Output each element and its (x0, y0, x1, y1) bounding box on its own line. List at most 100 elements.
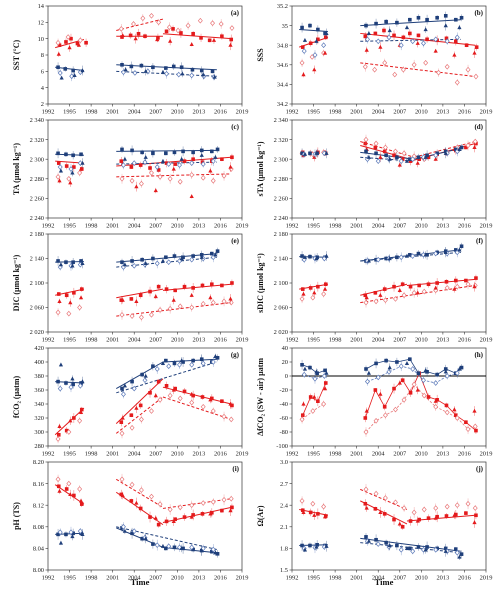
data-point-red-square (373, 145, 378, 150)
data-point-blue-square (416, 545, 421, 549)
data-point-blue-diamond-open (410, 156, 416, 163)
data-point-blue-square (140, 536, 144, 541)
data-point-red-triangle (301, 510, 306, 514)
data-point-blue-square (300, 151, 304, 156)
data-point-red-diamond-open (444, 63, 450, 70)
x-tick-label: 1998 (85, 575, 98, 582)
data-point-blue-square (64, 152, 68, 157)
data-point-blue-square (408, 157, 412, 161)
x-tick-label: 1998 (329, 223, 342, 230)
data-point-blue-triangle (70, 263, 75, 268)
data-point-red-diamond-open (140, 15, 146, 22)
data-point-blue-triangle (199, 548, 204, 553)
data-point-red-square (464, 420, 468, 424)
data-point-red-diamond-open (177, 303, 183, 310)
data-point-blue-triangle (387, 156, 392, 161)
data-point-blue-diamond-open (77, 382, 83, 389)
data-point-red-diamond-open (149, 12, 154, 19)
x-tick-label: 1998 (329, 109, 342, 116)
panel-label: (b) (474, 9, 483, 17)
y-tick-label: 0 (285, 373, 288, 380)
data-point-red-triangle (433, 285, 438, 290)
data-point-red-square (210, 510, 214, 515)
data-point-red-diamond-open (421, 506, 427, 513)
data-point-blue-diamond-open (398, 254, 404, 261)
y-axis-label: sTA (µmol kg⁻¹) (256, 141, 265, 196)
trend-line-red (116, 478, 164, 508)
x-tick-label: 2010 (171, 575, 184, 582)
data-point-blue-triangle (160, 158, 166, 163)
data-point-red-square (191, 513, 195, 517)
y-tick-label: 2 100 (274, 280, 288, 287)
data-point-blue-diamond-open (398, 547, 404, 553)
y-tick-label: 8.16 (33, 481, 44, 488)
data-point-red-square (148, 166, 152, 170)
data-point-red-square (64, 40, 68, 44)
data-point-blue-square (308, 151, 312, 156)
data-point-blue-square (323, 368, 327, 373)
data-point-red-square (200, 395, 205, 399)
data-point-blue-square (172, 254, 177, 258)
data-point-red-square (400, 282, 405, 287)
data-point-red-square (64, 428, 69, 433)
panel-label: (h) (474, 351, 483, 359)
y-tick-label: 34.6 (277, 62, 288, 69)
data-point-blue-diamond-open (210, 359, 216, 365)
data-point-red-square (400, 525, 405, 529)
data-point-red-square (382, 149, 387, 154)
data-point-blue-square (364, 535, 368, 539)
data-point-red-diamond-open (400, 66, 406, 73)
data-point-blue-square (416, 251, 421, 256)
y-tick-label: -80 (279, 429, 288, 436)
data-point-red-square (300, 45, 305, 49)
x-tick-label: 2013 (192, 223, 205, 230)
x-tick-label: 2010 (415, 575, 428, 582)
data-point-red-diamond-open (421, 288, 427, 295)
data-point-blue-diamond-open (386, 368, 392, 375)
x-tick-label: 1992 (286, 337, 299, 344)
x-tick-label: 1995 (307, 109, 320, 116)
data-point-red-square (308, 41, 313, 46)
data-point-blue-square (435, 372, 439, 377)
data-point-blue-square (199, 68, 204, 73)
data-point-red-triangle (433, 515, 438, 520)
data-point-blue-diamond-open (375, 38, 381, 45)
data-point-blue-square (300, 254, 304, 258)
y-tick-label: 2 140 (30, 256, 44, 263)
data-point-blue-square (79, 152, 83, 157)
data-point-red-diamond-open (200, 174, 206, 181)
data-point-red-triangle (78, 166, 84, 171)
y-tick-label: 34.4 (277, 82, 289, 89)
data-point-red-triangle (120, 33, 125, 37)
data-point-red-square (220, 283, 224, 288)
y-tick-label: -100 (276, 443, 288, 450)
data-point-blue-diamond-open (189, 544, 195, 551)
data-point-red-triangle (397, 521, 402, 526)
data-point-red-diamond-open (423, 60, 429, 66)
data-point-blue-triangle (404, 25, 410, 30)
data-point-blue-square (181, 255, 185, 260)
data-point-blue-triangle (70, 170, 75, 175)
data-point-blue-diamond-open (444, 38, 450, 45)
data-point-red-triangle (134, 500, 139, 505)
data-point-blue-triangle (123, 67, 128, 72)
data-point-red-diamond-open (433, 505, 439, 511)
x-tick-label: 2001 (106, 223, 119, 230)
data-point-red-diamond-open (200, 500, 206, 506)
trend-line-red (116, 302, 232, 317)
data-point-red-diamond-open (401, 396, 407, 403)
data-point-blue-square (435, 546, 439, 551)
x-tick-label: 1992 (42, 575, 55, 582)
x-tick-label: 2010 (171, 451, 184, 458)
data-point-blue-square (129, 64, 134, 69)
data-point-blue-diamond-open (189, 160, 195, 166)
data-point-red-square (229, 37, 234, 42)
data-point-red-triangle (378, 510, 383, 514)
data-point-blue-diamond-open (68, 529, 74, 536)
data-point-red-square (363, 293, 368, 298)
data-point-blue-triangle (314, 544, 319, 549)
data-point-red-square (164, 519, 169, 524)
data-point-blue-square (408, 357, 412, 361)
x-tick-label: 2010 (415, 451, 428, 458)
data-point-red-square (426, 282, 431, 287)
